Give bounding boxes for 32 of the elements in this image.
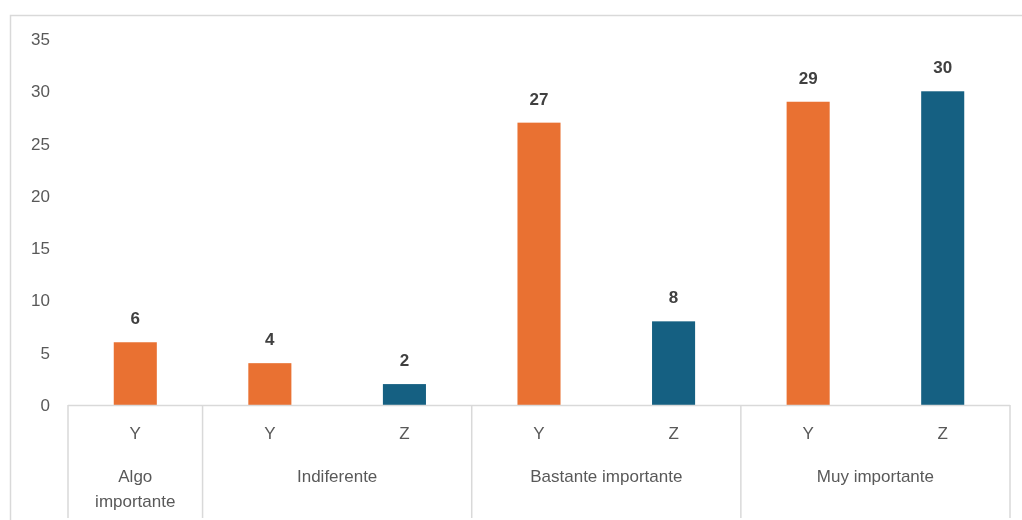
bar [652, 321, 696, 405]
x-tick-label: Algo importante [95, 467, 176, 511]
y-tick-label: 10 [31, 291, 50, 311]
series-label: Z [399, 424, 410, 443]
data-label: 4 [265, 330, 276, 350]
data-label: 8 [668, 288, 679, 308]
text: Y [802, 424, 814, 443]
x-tick-label: Muy importante [816, 467, 935, 486]
data-label: 6 [130, 309, 141, 329]
text: Y [264, 424, 276, 443]
y-tick-label: 25 [31, 134, 50, 154]
y-tick-label: 15 [31, 239, 50, 259]
y-tick-label: 30 [31, 82, 50, 102]
y-tick-label: 35 [31, 29, 50, 49]
bar [921, 91, 965, 405]
data-label: 29 [798, 68, 818, 88]
text: Z [668, 424, 679, 443]
x-tick-label: Indiferente [296, 467, 378, 486]
data-label: 27 [529, 89, 549, 109]
bar [248, 363, 292, 405]
data-label: 30 [933, 58, 953, 78]
bar [786, 101, 830, 405]
y-tick-label: 20 [31, 186, 50, 206]
data-label: 2 [399, 351, 410, 371]
series-label: Y [129, 424, 141, 443]
bar [517, 122, 561, 405]
text: Z [937, 424, 948, 443]
y-tick-label: 5 [40, 343, 50, 363]
x-tick-label: Bastante importante [530, 467, 683, 486]
y-tick-label: 0 [40, 395, 50, 415]
text: Y [533, 424, 545, 443]
bar [382, 384, 426, 405]
